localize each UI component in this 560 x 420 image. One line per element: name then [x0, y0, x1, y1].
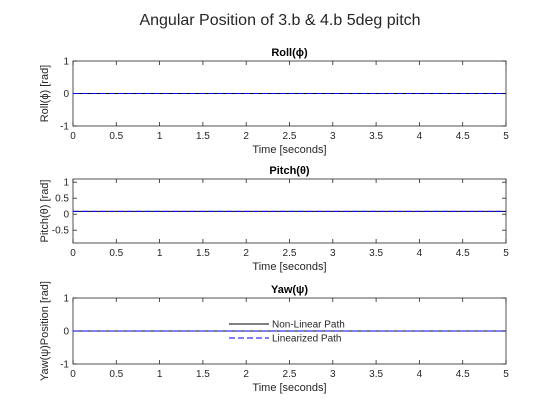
- x-tick-label: 0: [70, 248, 76, 259]
- x-tick-label: 2: [243, 248, 249, 259]
- x-tick-label: 2: [243, 131, 249, 142]
- legend-label: Linearized Path: [272, 334, 342, 345]
- x-tick-label: 2.5: [283, 131, 297, 142]
- x-tick-label: 0.5: [109, 131, 123, 142]
- x-tick-label: 4.5: [456, 131, 470, 142]
- x-tick-label: 0.5: [109, 248, 123, 259]
- y-tick-label: 0: [63, 210, 69, 221]
- x-tick-label: 4: [417, 131, 423, 142]
- x-tick-label: 3.5: [369, 248, 383, 259]
- subplot-title: Pitch(θ): [269, 165, 310, 177]
- y-axis-label: Pitch(θ) [rad]: [39, 180, 51, 243]
- x-tick-label: 1: [157, 131, 163, 142]
- subplot-2: 0 0.5 1 1.5 2 2.5 3 3.5 4 4.5 5-0.500.51Pitch(θ)Ti…: [39, 165, 509, 273]
- y-axis-label: Roll(ϕ) [rad]: [39, 65, 51, 123]
- x-tick-label: 3.5: [369, 369, 383, 380]
- x-tick-label: 4: [417, 369, 423, 380]
- x-tick-label: 0: [70, 369, 76, 380]
- x-tick-label: 2: [243, 369, 249, 380]
- x-tick-label: 2.5: [283, 369, 297, 380]
- x-tick-label: 4.5: [456, 369, 470, 380]
- legend-label: Non-Linear Path: [272, 320, 345, 331]
- y-tick-label: -1: [60, 122, 69, 133]
- x-tick-label: 2.5: [283, 248, 297, 259]
- y-tick-label: -0.5: [52, 226, 70, 237]
- x-tick-label: 1: [157, 369, 163, 380]
- y-tick-label: 0: [63, 89, 69, 100]
- y-tick-label: -1: [60, 360, 69, 371]
- y-tick-label: 1: [63, 178, 69, 189]
- x-tick-label: 1.5: [196, 131, 210, 142]
- y-tick-label: 0.5: [55, 194, 69, 205]
- x-tick-label: 4.5: [456, 248, 470, 259]
- legend: Non-Linear Path Linearized Path: [229, 320, 345, 345]
- x-axis-label: Time [seconds]: [252, 382, 326, 394]
- y-tick-label: 1: [63, 57, 69, 68]
- x-tick-label: 1.5: [196, 369, 210, 380]
- x-tick-label: 4: [417, 248, 423, 259]
- x-tick-label: 3: [330, 248, 336, 259]
- x-tick-label: 5: [503, 131, 509, 142]
- x-tick-label: 3: [330, 131, 336, 142]
- x-tick-label: 5: [503, 248, 509, 259]
- y-axis-label: Yaw(ψ)Position [rad]: [39, 281, 51, 381]
- x-axis-label: Time [seconds]: [252, 144, 326, 156]
- x-tick-label: 3.5: [369, 131, 383, 142]
- x-tick-label: 0: [70, 131, 76, 142]
- y-tick-label: 1: [63, 294, 69, 305]
- x-tick-label: 3: [330, 369, 336, 380]
- x-tick-label: 1: [157, 248, 163, 259]
- figure-title: Angular Position of 3.b & 4.b 5deg pitch: [139, 12, 420, 29]
- y-tick-label: 0: [63, 327, 69, 338]
- x-tick-label: 1.5: [196, 248, 210, 259]
- subplot-title: Yaw(ψ): [271, 284, 308, 296]
- subplot-title: Roll(ϕ): [271, 47, 308, 59]
- x-tick-label: 0.5: [109, 369, 123, 380]
- x-tick-label: 5: [503, 369, 509, 380]
- x-axis-label: Time [seconds]: [252, 261, 326, 273]
